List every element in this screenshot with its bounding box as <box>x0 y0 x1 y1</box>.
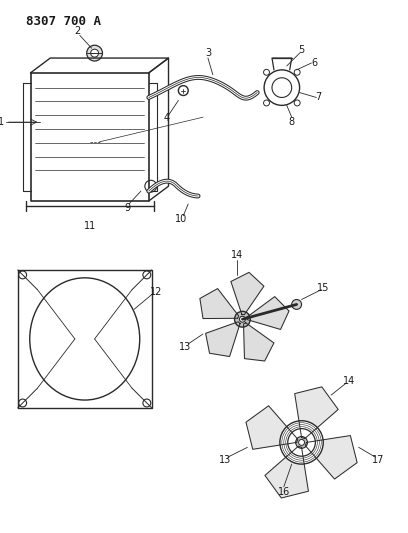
Text: 8: 8 <box>288 117 295 127</box>
Polygon shape <box>244 323 274 361</box>
Polygon shape <box>231 272 264 314</box>
Text: 3: 3 <box>205 48 211 58</box>
Text: 2: 2 <box>75 27 81 36</box>
Text: 16: 16 <box>278 487 290 497</box>
Circle shape <box>143 271 151 279</box>
Circle shape <box>264 70 299 106</box>
Circle shape <box>178 86 188 95</box>
Text: 17: 17 <box>372 455 385 465</box>
Circle shape <box>145 180 157 192</box>
Text: 13: 13 <box>219 455 231 465</box>
Circle shape <box>296 437 308 448</box>
Text: 9: 9 <box>124 203 130 213</box>
Ellipse shape <box>30 278 140 400</box>
Circle shape <box>292 300 302 309</box>
Polygon shape <box>305 435 357 479</box>
Circle shape <box>235 311 251 327</box>
Circle shape <box>239 316 245 322</box>
Polygon shape <box>295 387 338 439</box>
Text: 10: 10 <box>175 214 187 224</box>
Circle shape <box>264 69 269 75</box>
Text: 14: 14 <box>343 376 355 386</box>
Circle shape <box>288 429 315 456</box>
Text: 15: 15 <box>317 282 329 293</box>
Circle shape <box>299 440 304 446</box>
Text: 8307 700 A: 8307 700 A <box>26 15 101 28</box>
Circle shape <box>294 69 300 75</box>
Text: 14: 14 <box>231 250 244 260</box>
Text: 12: 12 <box>149 287 162 297</box>
Polygon shape <box>265 446 308 498</box>
Circle shape <box>264 100 269 106</box>
Circle shape <box>87 45 102 61</box>
Polygon shape <box>206 322 240 357</box>
Text: 7: 7 <box>315 93 322 102</box>
Text: 4: 4 <box>164 113 170 123</box>
Polygon shape <box>246 406 298 449</box>
Circle shape <box>19 399 27 407</box>
Circle shape <box>280 421 323 464</box>
Text: 11: 11 <box>84 221 96 231</box>
Text: 6: 6 <box>311 58 317 68</box>
Circle shape <box>91 49 99 57</box>
Polygon shape <box>200 288 239 319</box>
Polygon shape <box>247 297 289 329</box>
Text: 13: 13 <box>179 342 191 352</box>
Circle shape <box>294 100 300 106</box>
Circle shape <box>272 78 292 98</box>
Circle shape <box>19 271 27 279</box>
Circle shape <box>143 399 151 407</box>
Text: 1: 1 <box>0 117 4 127</box>
Text: 5: 5 <box>298 45 305 55</box>
